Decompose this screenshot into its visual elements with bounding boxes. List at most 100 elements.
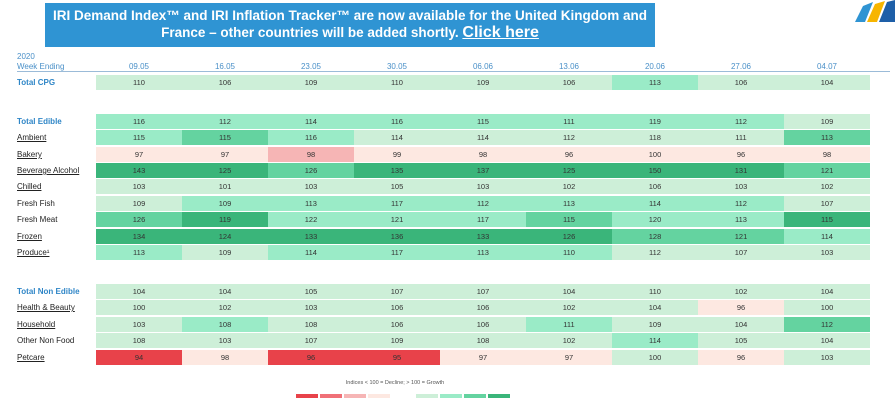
row-label[interactable]: Frozen [17, 232, 42, 241]
index-cell: 102 [784, 179, 870, 194]
banner-line-2-text: France – other countries will be added s… [161, 25, 459, 40]
index-cell: 112 [440, 196, 526, 211]
index-cell: 104 [182, 284, 268, 299]
index-cell: 100 [96, 300, 182, 315]
index-cell: 103 [268, 179, 354, 194]
row-label: Fresh Fish [17, 199, 55, 208]
index-cell: 114 [612, 196, 698, 211]
index-cell: 122 [268, 212, 354, 227]
index-cell: 96 [526, 147, 612, 162]
index-cell: 109 [268, 75, 354, 90]
index-cell: 103 [698, 179, 784, 194]
index-cell: 97 [96, 147, 182, 162]
index-cell: 116 [354, 114, 440, 129]
index-cell: 114 [440, 130, 526, 145]
index-cell: 106 [354, 300, 440, 315]
week-header: 23.05 [300, 62, 322, 71]
index-cell: 121 [698, 229, 784, 244]
row-label[interactable]: Petcare [17, 353, 45, 362]
index-cell: 106 [612, 179, 698, 194]
index-cell: 102 [526, 333, 612, 348]
row-label[interactable]: Chilled [17, 182, 42, 191]
click-here-link[interactable]: Click here [462, 24, 539, 41]
index-cell: 117 [440, 212, 526, 227]
index-cell: 113 [784, 130, 870, 145]
announcement-banner: IRI Demand Index™ and IRI Inflation Trac… [45, 3, 655, 47]
index-cell: 113 [698, 212, 784, 227]
index-cell: 111 [526, 114, 612, 129]
index-cell: 97 [440, 350, 526, 365]
index-cell: 120 [612, 212, 698, 227]
index-cell: 104 [612, 300, 698, 315]
index-cell: 125 [182, 163, 268, 178]
legend-swatch [296, 394, 318, 398]
index-cell: 126 [526, 229, 612, 244]
index-cell: 107 [784, 196, 870, 211]
index-cell: 104 [96, 284, 182, 299]
index-cell: 112 [698, 114, 784, 129]
index-cell: 110 [96, 75, 182, 90]
index-cell: 106 [526, 75, 612, 90]
row-label[interactable]: Produce¹ [17, 248, 50, 257]
index-cell: 109 [182, 245, 268, 260]
index-cell: 135 [354, 163, 440, 178]
index-cell: 96 [698, 147, 784, 162]
index-cell: 102 [182, 300, 268, 315]
index-cell: 95 [354, 350, 440, 365]
header-divider [17, 71, 890, 72]
row-label[interactable]: Health & Beauty [17, 303, 75, 312]
index-cell: 111 [526, 317, 612, 332]
row-label[interactable]: Household [17, 320, 56, 329]
index-cell: 106 [440, 317, 526, 332]
index-cell: 102 [526, 300, 612, 315]
index-cell: 99 [354, 147, 440, 162]
index-cell: 97 [526, 350, 612, 365]
index-cell: 125 [526, 163, 612, 178]
index-cell: 115 [440, 114, 526, 129]
index-cell: 103 [784, 245, 870, 260]
index-cell: 112 [182, 114, 268, 129]
row-label: Other Non Food [17, 336, 75, 345]
week-header: 09.05 [128, 62, 150, 71]
index-cell: 112 [784, 317, 870, 332]
index-cell: 105 [698, 333, 784, 348]
row-label[interactable]: Bakery [17, 150, 42, 159]
index-cell: 119 [612, 114, 698, 129]
index-cell: 110 [354, 75, 440, 90]
index-cell: 100 [784, 300, 870, 315]
index-cell: 102 [698, 284, 784, 299]
index-cell: 104 [784, 75, 870, 90]
week-header: 04.07 [816, 62, 838, 71]
index-cell: 136 [354, 229, 440, 244]
index-cell: 110 [526, 245, 612, 260]
index-cell: 124 [182, 229, 268, 244]
index-cell: 115 [182, 130, 268, 145]
index-cell: 126 [96, 212, 182, 227]
index-cell: 104 [784, 284, 870, 299]
iri-logo-icon [855, 0, 895, 22]
index-cell: 106 [182, 75, 268, 90]
legend-swatch [440, 394, 462, 398]
row-label[interactable]: Ambient [17, 133, 47, 142]
index-cell: 98 [440, 147, 526, 162]
index-cell: 134 [96, 229, 182, 244]
index-cell: 108 [96, 333, 182, 348]
index-cell: 150 [612, 163, 698, 178]
index-cell: 97 [182, 147, 268, 162]
index-cell: 109 [784, 114, 870, 129]
index-cell: 107 [354, 284, 440, 299]
index-cell: 103 [268, 300, 354, 315]
index-cell: 108 [440, 333, 526, 348]
index-cell: 96 [698, 350, 784, 365]
index-cell: 98 [182, 350, 268, 365]
index-cell: 113 [268, 196, 354, 211]
index-cell: 106 [440, 300, 526, 315]
legend-swatch [488, 394, 510, 398]
row-label[interactable]: Beverage Alcohol [17, 166, 80, 175]
index-cell: 104 [526, 284, 612, 299]
index-cell: 96 [268, 350, 354, 365]
index-cell: 104 [784, 333, 870, 348]
index-cell: 109 [96, 196, 182, 211]
index-cell: 126 [268, 163, 354, 178]
index-cell: 107 [268, 333, 354, 348]
